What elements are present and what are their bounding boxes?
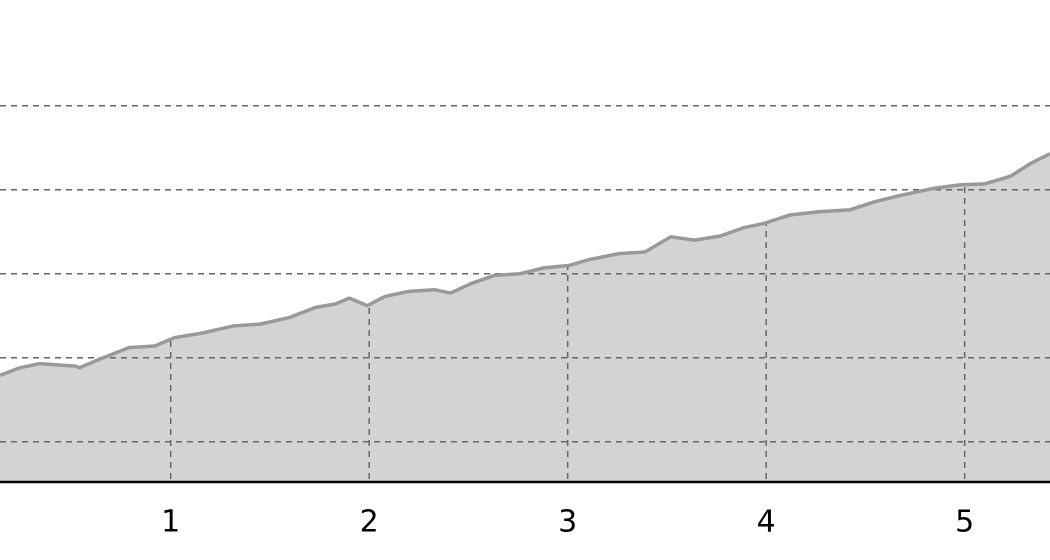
x-tick-label: 2 — [360, 505, 379, 540]
x-tick-label: 1 — [161, 505, 180, 540]
x-tick-label: 3 — [558, 505, 577, 540]
area-fill — [0, 153, 1050, 482]
x-tick-label: 4 — [757, 505, 776, 540]
x-tick-label: 5 — [955, 505, 974, 540]
area-line — [0, 152, 1050, 377]
